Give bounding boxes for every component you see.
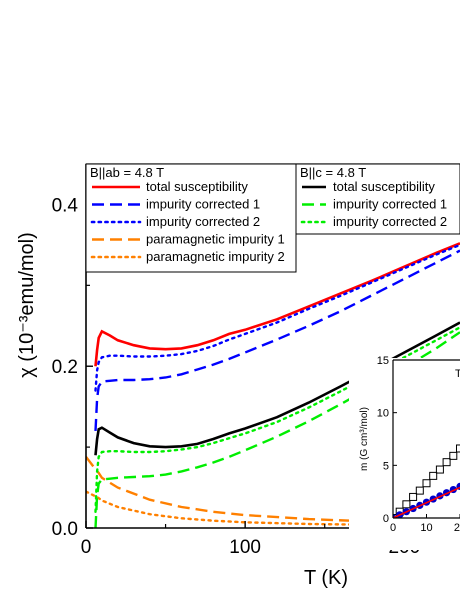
legend-box <box>85 163 297 273</box>
inset-square-marker <box>449 451 458 460</box>
inset-square-marker <box>415 486 424 495</box>
inset-x-tick-label: 10 <box>420 522 432 534</box>
legend-entry-label: paramagnetic impurity 1 <box>146 232 285 247</box>
series-line-ab-2 <box>94 243 460 392</box>
y-tick-label: 0.4 <box>52 195 79 216</box>
inset-x-tick-label: 20 <box>454 522 460 534</box>
inset-y-tick-label: 5 <box>383 460 389 472</box>
y-axis-label: χ (10⁻³emu/mol) <box>16 232 38 378</box>
legend-entry-label: impurity corrected 1 <box>333 197 447 212</box>
inset-square-marker <box>456 444 460 453</box>
legend-entry-label: total susceptibility <box>146 179 248 194</box>
x-axis-label: T (K) <box>304 567 348 589</box>
series-line-ab-1 <box>94 249 460 431</box>
y-tick-label: 0.0 <box>52 519 78 540</box>
y-tick-label: 0.2 <box>52 357 78 378</box>
inset-corner-text: T <box>455 368 460 380</box>
legend-entry-label: impurity corrected 1 <box>146 197 260 212</box>
legend-entry-label: impurity corrected 2 <box>146 214 260 229</box>
legend-title: B||ab = 4.8 T <box>90 165 164 180</box>
inset-x-tick-label: 0 <box>390 522 396 534</box>
inset-square-marker <box>409 492 418 501</box>
inset-plot: 0 5 10 15 0 10 20 m (G cm³/mol) T <box>349 355 460 550</box>
inset-square-marker <box>429 471 438 480</box>
legend-entry-label: paramagnetic impurity 2 <box>146 249 285 264</box>
legend-title: B||c = 4.8 T <box>300 165 366 180</box>
inset-series-group <box>393 444 460 518</box>
series-line-ab-0 <box>94 242 460 367</box>
inset-y-tick-label: 10 <box>377 408 389 420</box>
inset-square-marker <box>442 458 451 467</box>
inset-square-marker <box>402 500 411 509</box>
x-tick-label: 0 <box>81 537 92 558</box>
inset-fit-line <box>393 486 460 518</box>
legend-entry-label: total susceptibility <box>333 179 435 194</box>
inset-square-marker <box>422 479 431 488</box>
inset-square-marker <box>435 465 444 474</box>
inset-y-axis-label: m (G cm³/mol) <box>359 407 370 471</box>
inset-y-tick-label: 0 <box>383 513 389 525</box>
x-tick-label: 100 <box>229 537 261 558</box>
series-line-ab-4 <box>86 490 460 527</box>
inset-y-tick-label: 15 <box>377 355 389 367</box>
legend-entry-label: impurity corrected 2 <box>333 214 447 229</box>
